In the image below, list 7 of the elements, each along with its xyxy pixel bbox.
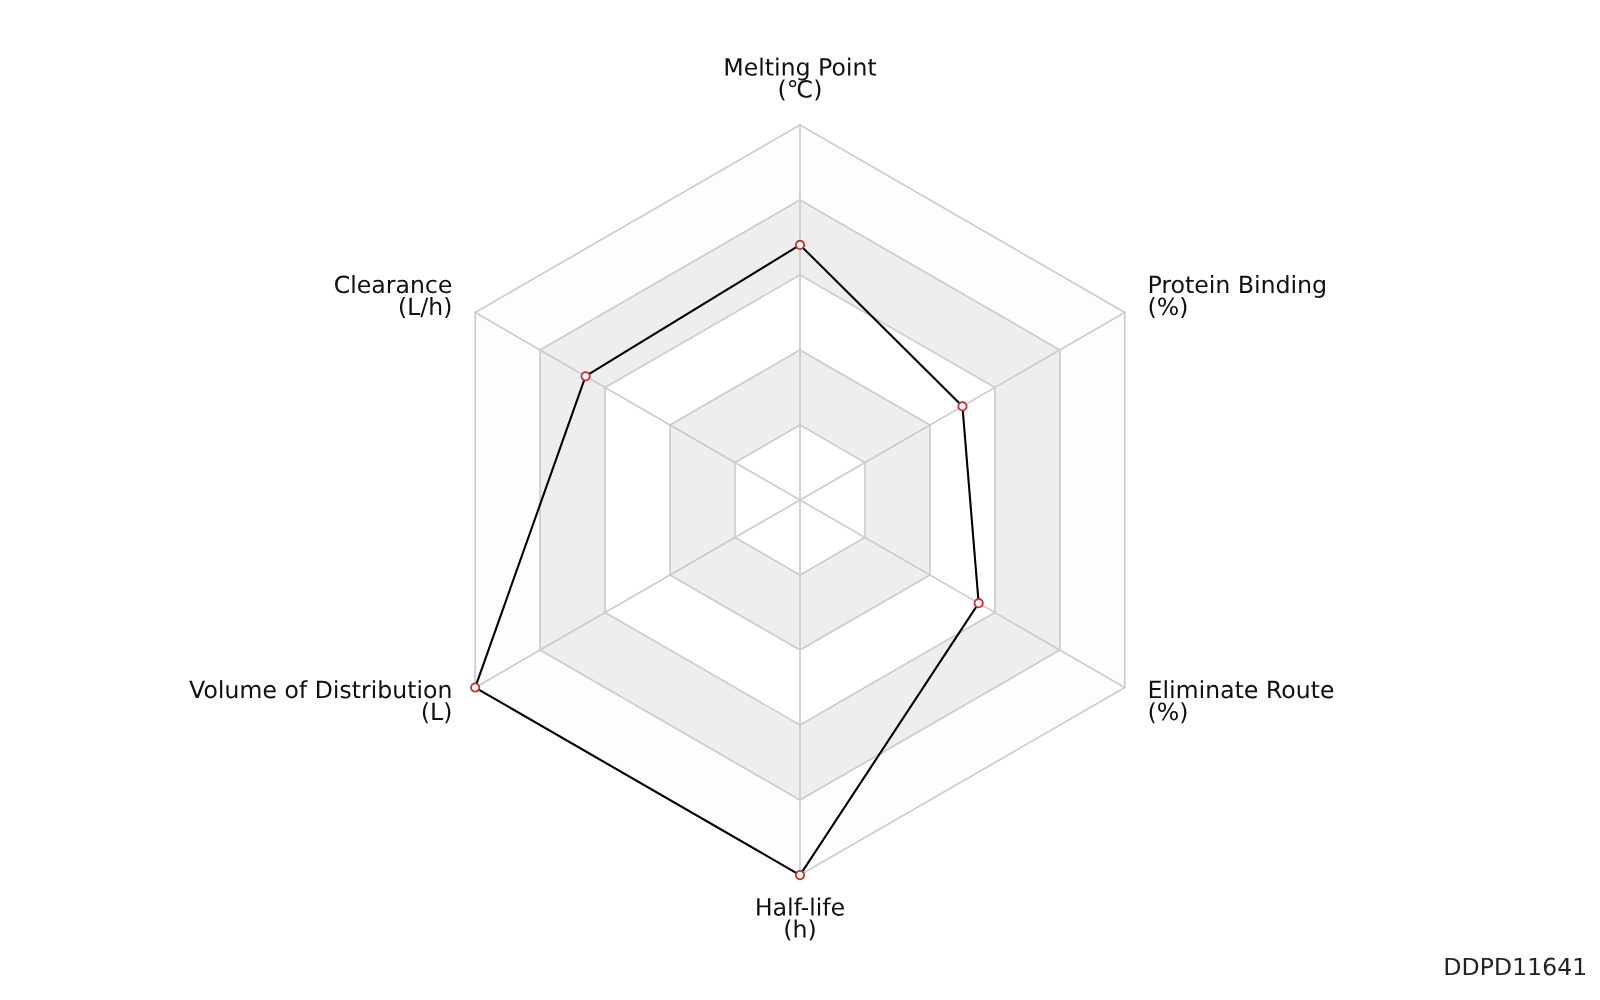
spoke-label: Eliminate Route (%) bbox=[1149, 680, 1334, 724]
spoke-label: Clearance (L/h) bbox=[335, 275, 452, 319]
text: DDPD11641 bbox=[1445, 957, 1586, 976]
spoke-label: Protein Binding (%) bbox=[1149, 275, 1325, 319]
spoke-label: Half-life (h) bbox=[757, 897, 844, 941]
spoke-label: Volume of Distribution (L) bbox=[189, 680, 451, 724]
spoke-label: Melting Point (℃) bbox=[725, 57, 877, 101]
